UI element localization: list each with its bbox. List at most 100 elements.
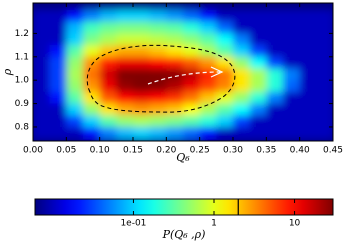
heat-cell: [166, 45, 184, 58]
heat-cell: [49, 91, 67, 105]
heat-cell: [99, 45, 117, 58]
heat-cell: [49, 56, 67, 69]
heat-cell: [133, 21, 151, 34]
x-tick-label: 0.35: [256, 146, 276, 156]
colorbar: [34, 198, 334, 216]
heat-cell: [166, 91, 184, 105]
heat-cell: [199, 56, 217, 69]
heat-cell: [83, 56, 101, 69]
heat-cell: [183, 126, 201, 140]
heat-cell: [66, 91, 84, 105]
colorbar-label: P(Q₆ ,ρ): [162, 228, 206, 241]
heat-cell: [149, 10, 167, 23]
heat-cell: [316, 33, 333, 46]
heat-cell: [183, 56, 201, 69]
heat-cell: [166, 80, 184, 93]
heat-cell: [183, 45, 201, 58]
heat-cell: [66, 103, 84, 116]
heat-cell: [299, 115, 317, 128]
heat-cell: [299, 103, 317, 116]
heat-cell: [266, 115, 284, 128]
heat-cell: [316, 45, 333, 58]
heat-cell: [116, 115, 134, 128]
x-tick-label: 0.40: [290, 146, 310, 156]
heat-cell: [216, 56, 234, 69]
heat-cell: [299, 126, 317, 140]
heat-cell: [233, 126, 251, 140]
heat-cell: [83, 33, 101, 46]
heat-cell: [299, 10, 317, 23]
heat-cell: [233, 10, 251, 23]
heat-cell: [33, 21, 51, 34]
heat-cell: [266, 56, 284, 69]
heat-cell: [183, 21, 201, 34]
heat-cell: [116, 80, 134, 93]
heat-cell: [49, 115, 67, 128]
heat-cell: [316, 80, 333, 93]
heat-cell: [283, 10, 301, 23]
heat-cell: [249, 80, 267, 93]
heat-cell: [249, 68, 267, 81]
heat-cell: [49, 103, 67, 116]
heat-cell: [49, 10, 67, 23]
heat-cell: [249, 126, 267, 140]
heat-cell: [199, 115, 217, 128]
heat-cell: [116, 91, 134, 105]
x-tick-label: 0.10: [90, 146, 110, 156]
heat-cell: [133, 91, 151, 105]
heat-cell: [183, 115, 201, 128]
heat-cell: [33, 45, 51, 58]
heat-cell: [149, 56, 167, 69]
heat-cell: [199, 21, 217, 34]
heat-cell: [266, 45, 284, 58]
heat-cell: [216, 21, 234, 34]
heat-cell: [33, 56, 51, 69]
heat-cell: [266, 68, 284, 81]
heat-cell: [149, 126, 167, 140]
heat-cell: [299, 91, 317, 105]
heat-cell: [249, 33, 267, 46]
heat-cell: [33, 126, 51, 140]
heat-cell: [83, 103, 101, 116]
heat-cell: [66, 115, 84, 128]
heat-cell: [199, 33, 217, 46]
x-tick-label: 0.25: [190, 146, 210, 156]
heat-cell: [99, 68, 117, 81]
heat-cell: [133, 10, 151, 23]
heat-cell: [249, 91, 267, 105]
plot-frame: [32, 2, 334, 142]
heat-cell: [233, 91, 251, 105]
x-axis-label: Q₆: [176, 151, 190, 164]
heat-cell: [299, 21, 317, 34]
heat-cell: [216, 115, 234, 128]
heat-cell: [316, 126, 333, 140]
heat-cell: [133, 45, 151, 58]
y-tick-label: 1.0: [15, 76, 30, 86]
heat-cell: [249, 45, 267, 58]
heat-cell: [249, 115, 267, 128]
heat-cell: [66, 10, 84, 23]
heat-cell: [133, 68, 151, 81]
heat-cell: [83, 115, 101, 128]
heat-cell: [99, 33, 117, 46]
heat-cell: [83, 21, 101, 34]
heat-cell: [166, 33, 184, 46]
heat-cell: [199, 91, 217, 105]
heat-cell: [66, 21, 84, 34]
heat-cell: [266, 80, 284, 93]
heat-cell: [149, 33, 167, 46]
heat-cell: [133, 103, 151, 116]
heat-cell: [149, 21, 167, 34]
heat-cell: [283, 91, 301, 105]
heat-cell: [216, 103, 234, 116]
heat-cell: [66, 68, 84, 81]
heat-cell: [166, 68, 184, 81]
y-tick-label: 0.8: [15, 122, 30, 132]
heat-cell: [33, 10, 51, 23]
heat-cell: [149, 80, 167, 93]
y-axis-label: ρ: [1, 68, 14, 76]
heat-cell: [266, 21, 284, 34]
heat-cell: [66, 45, 84, 58]
heat-cell: [99, 91, 117, 105]
heat-cell: [166, 10, 184, 23]
